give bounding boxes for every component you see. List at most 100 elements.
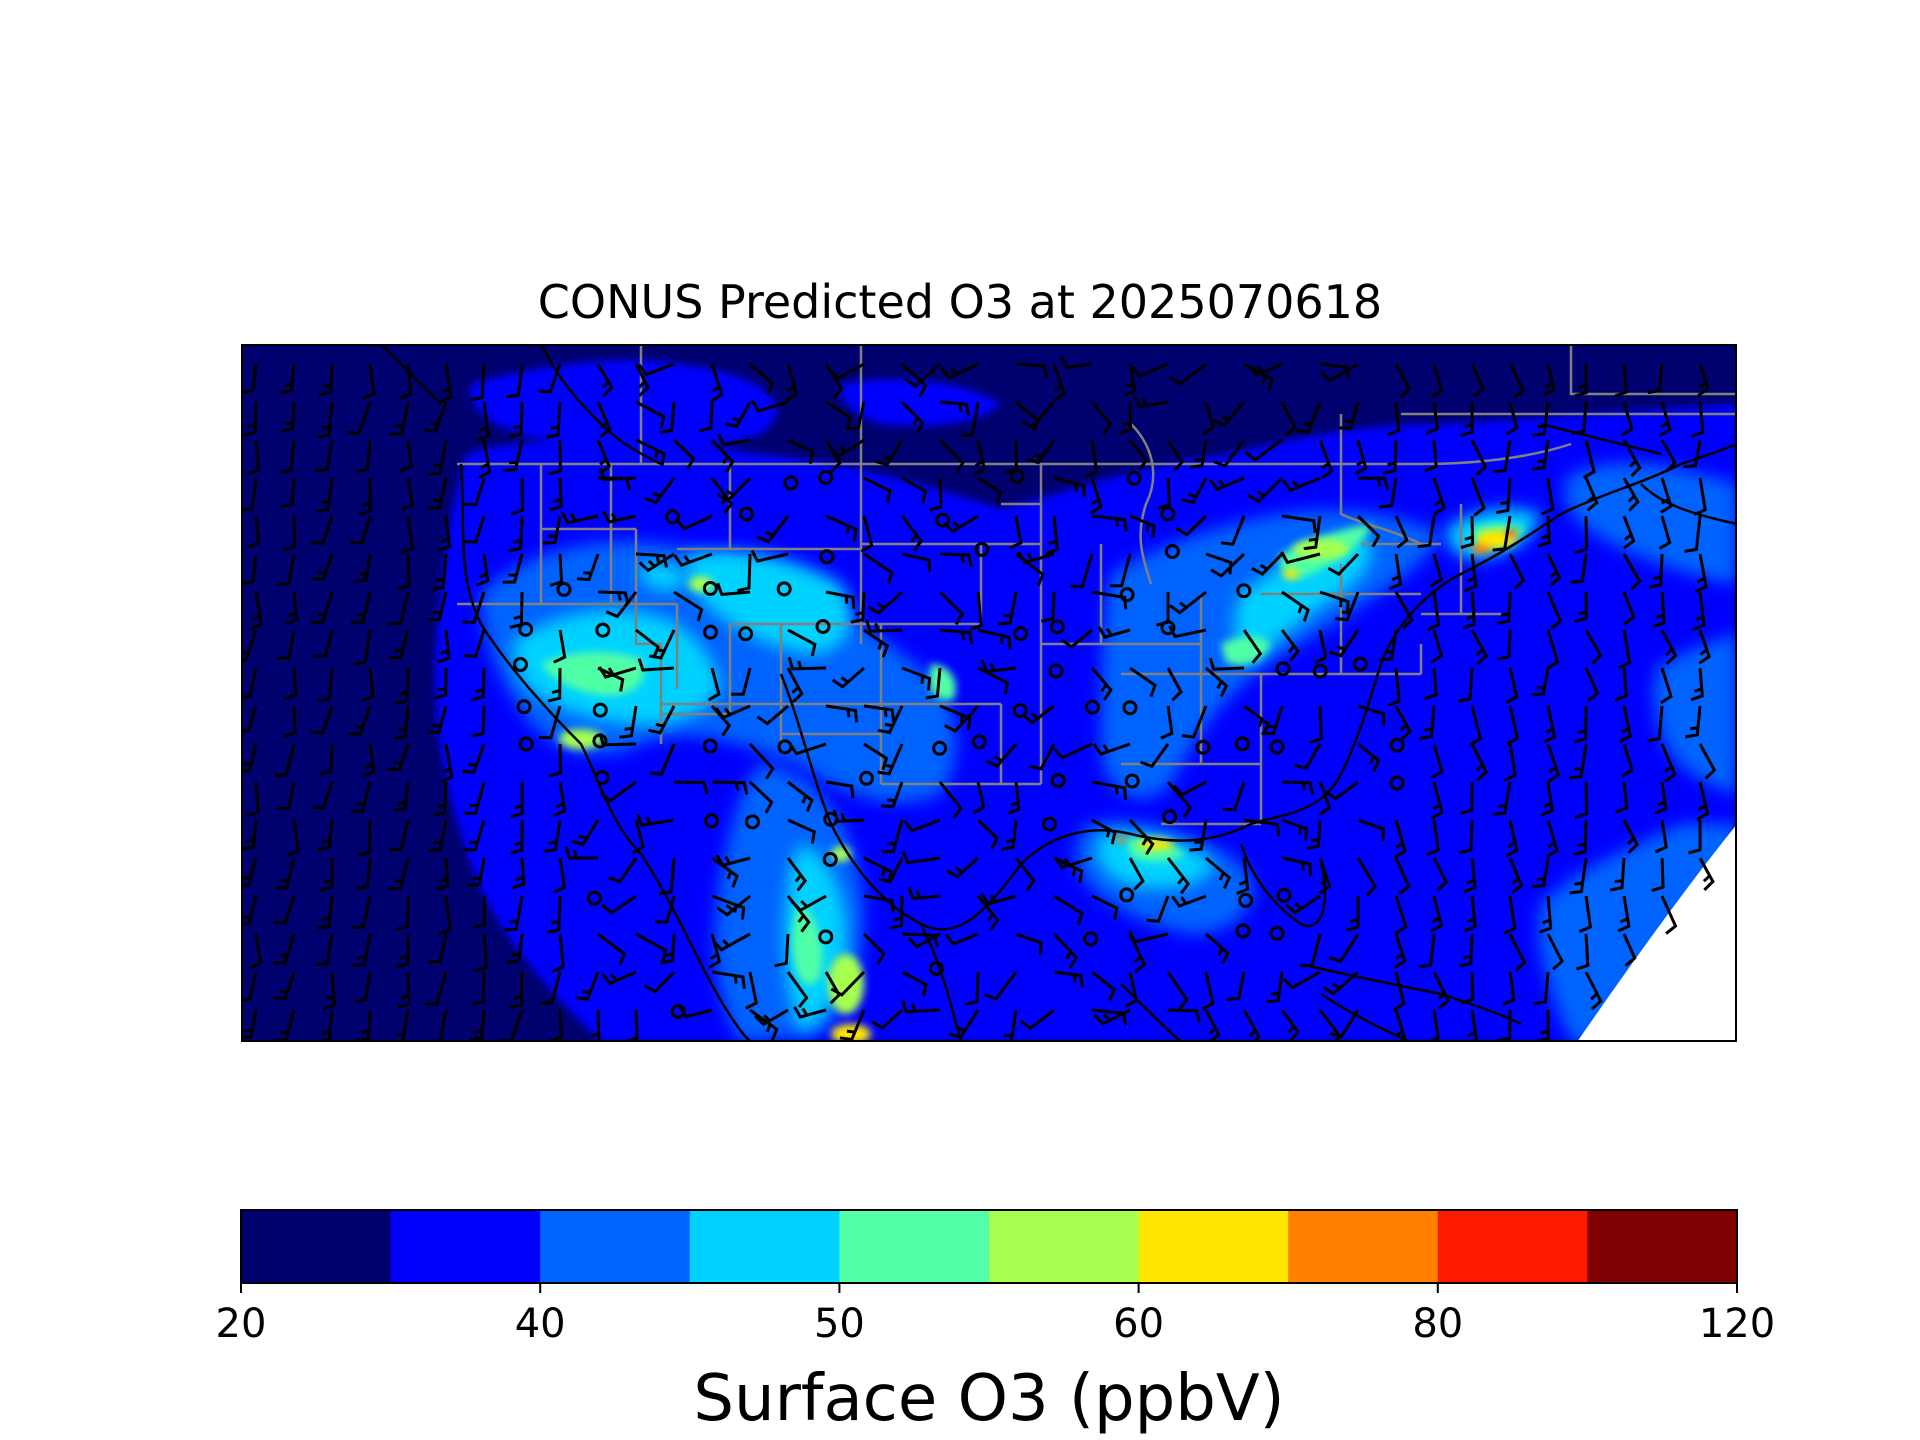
wind-barb bbox=[1053, 856, 1084, 884]
colorbar-tick-label: 80 bbox=[1412, 1301, 1463, 1347]
wind-barb bbox=[707, 667, 721, 702]
colorbar-box bbox=[390, 1210, 541, 1283]
wind-barb bbox=[1618, 629, 1632, 669]
wind-barb bbox=[243, 401, 258, 437]
wind-barb bbox=[1464, 553, 1478, 593]
wind-barb bbox=[276, 553, 296, 587]
wind-barb bbox=[1429, 553, 1443, 588]
wind-barb bbox=[283, 705, 297, 738]
wind-barb bbox=[1171, 894, 1207, 908]
wind-barb bbox=[1460, 971, 1475, 1005]
wind-barb bbox=[1505, 667, 1519, 704]
wind-barb bbox=[350, 591, 372, 625]
colorbar-box bbox=[241, 1210, 392, 1283]
wind-barb bbox=[317, 401, 334, 439]
wind-barb bbox=[1166, 971, 1189, 1010]
wind-barb bbox=[1660, 439, 1677, 473]
wind-barb bbox=[948, 1009, 980, 1040]
wind-barb bbox=[1503, 895, 1517, 935]
wind-barb bbox=[862, 932, 886, 966]
wind-barb bbox=[976, 818, 1000, 850]
wind-barb bbox=[273, 933, 296, 965]
wind-barb bbox=[1222, 781, 1246, 812]
wind-barb bbox=[575, 971, 600, 1001]
wind-barb bbox=[431, 553, 448, 592]
wind-barb bbox=[1388, 553, 1403, 591]
wind-barb bbox=[660, 933, 676, 965]
wind-barb bbox=[825, 590, 856, 610]
wind-barb bbox=[1651, 857, 1665, 893]
calm-wind-marker bbox=[703, 813, 719, 829]
wind-barb bbox=[901, 666, 932, 691]
wind-barb bbox=[1329, 1009, 1360, 1039]
wind-barb bbox=[863, 476, 892, 504]
wind-barb bbox=[1688, 819, 1702, 855]
wind-barb bbox=[1622, 553, 1642, 591]
wind-barb bbox=[1427, 591, 1441, 631]
wind-barb bbox=[980, 659, 1017, 674]
wind-barb bbox=[736, 553, 752, 593]
colorbar-box bbox=[1138, 1210, 1289, 1283]
wind-barb bbox=[542, 515, 562, 545]
wind-barb bbox=[553, 781, 567, 818]
wind-barb bbox=[467, 857, 486, 888]
wind-barb bbox=[548, 743, 563, 778]
wind-barb bbox=[546, 401, 562, 439]
wind-barb bbox=[537, 363, 562, 394]
wind-barb bbox=[1053, 894, 1084, 926]
wind-barb bbox=[712, 932, 751, 952]
wind-barb bbox=[929, 477, 943, 512]
wind-barb bbox=[1146, 895, 1170, 923]
wind-barb bbox=[539, 971, 562, 1005]
wind-barb bbox=[396, 971, 411, 1009]
wind-barb bbox=[1357, 818, 1386, 842]
wind-barb bbox=[1007, 781, 1021, 815]
wind-barb bbox=[241, 819, 258, 851]
calm-wind-marker bbox=[702, 624, 718, 640]
calm-wind-marker bbox=[818, 469, 834, 485]
wind-barb bbox=[1357, 742, 1381, 772]
wind-barb bbox=[863, 628, 890, 658]
page-title: CONUS Predicted O3 at 2025070618 bbox=[537, 275, 1383, 329]
wind-barb bbox=[1356, 857, 1378, 897]
wind-barb bbox=[273, 895, 296, 925]
calm-wind-marker bbox=[777, 739, 793, 755]
wind-barb bbox=[748, 780, 774, 814]
wind-barb bbox=[1125, 971, 1139, 1008]
wind-barb bbox=[502, 553, 524, 584]
wind-barb bbox=[1654, 819, 1668, 854]
wind-barb bbox=[354, 553, 372, 583]
wind-barb bbox=[925, 667, 942, 700]
wind-barb bbox=[939, 704, 972, 731]
wind-barb bbox=[1242, 1009, 1261, 1042]
wind-barb bbox=[427, 591, 448, 622]
wind-barb bbox=[1357, 704, 1386, 726]
wind-barb bbox=[350, 781, 372, 813]
wind-barb bbox=[1659, 477, 1673, 514]
calm-wind-marker bbox=[1352, 656, 1368, 672]
wind-barb bbox=[787, 818, 816, 844]
wind-barb bbox=[1026, 439, 1056, 465]
wind-barb bbox=[1417, 515, 1436, 549]
wind-barb bbox=[469, 1009, 486, 1042]
wind-barb bbox=[619, 705, 638, 739]
wind-barb bbox=[1505, 819, 1519, 858]
wind-barb bbox=[463, 477, 486, 507]
wind-barb bbox=[1584, 971, 1603, 1011]
wind-barb bbox=[1622, 439, 1642, 478]
calm-wind-marker bbox=[664, 509, 680, 525]
wind-barb bbox=[1335, 591, 1360, 622]
wind-barb bbox=[940, 362, 979, 380]
wind-barb bbox=[1045, 515, 1059, 556]
wind-barb bbox=[1618, 705, 1633, 743]
wind-barb bbox=[977, 476, 1003, 504]
wind-barb bbox=[599, 780, 637, 803]
wind-barb bbox=[1204, 1009, 1221, 1042]
wind-barb bbox=[400, 515, 414, 555]
wind-barb bbox=[1128, 930, 1169, 944]
wind-barb bbox=[1296, 401, 1322, 434]
wind-barb bbox=[399, 439, 413, 473]
wind-barb bbox=[875, 439, 904, 467]
wind-barb bbox=[552, 857, 567, 894]
wind-barb bbox=[939, 400, 970, 417]
